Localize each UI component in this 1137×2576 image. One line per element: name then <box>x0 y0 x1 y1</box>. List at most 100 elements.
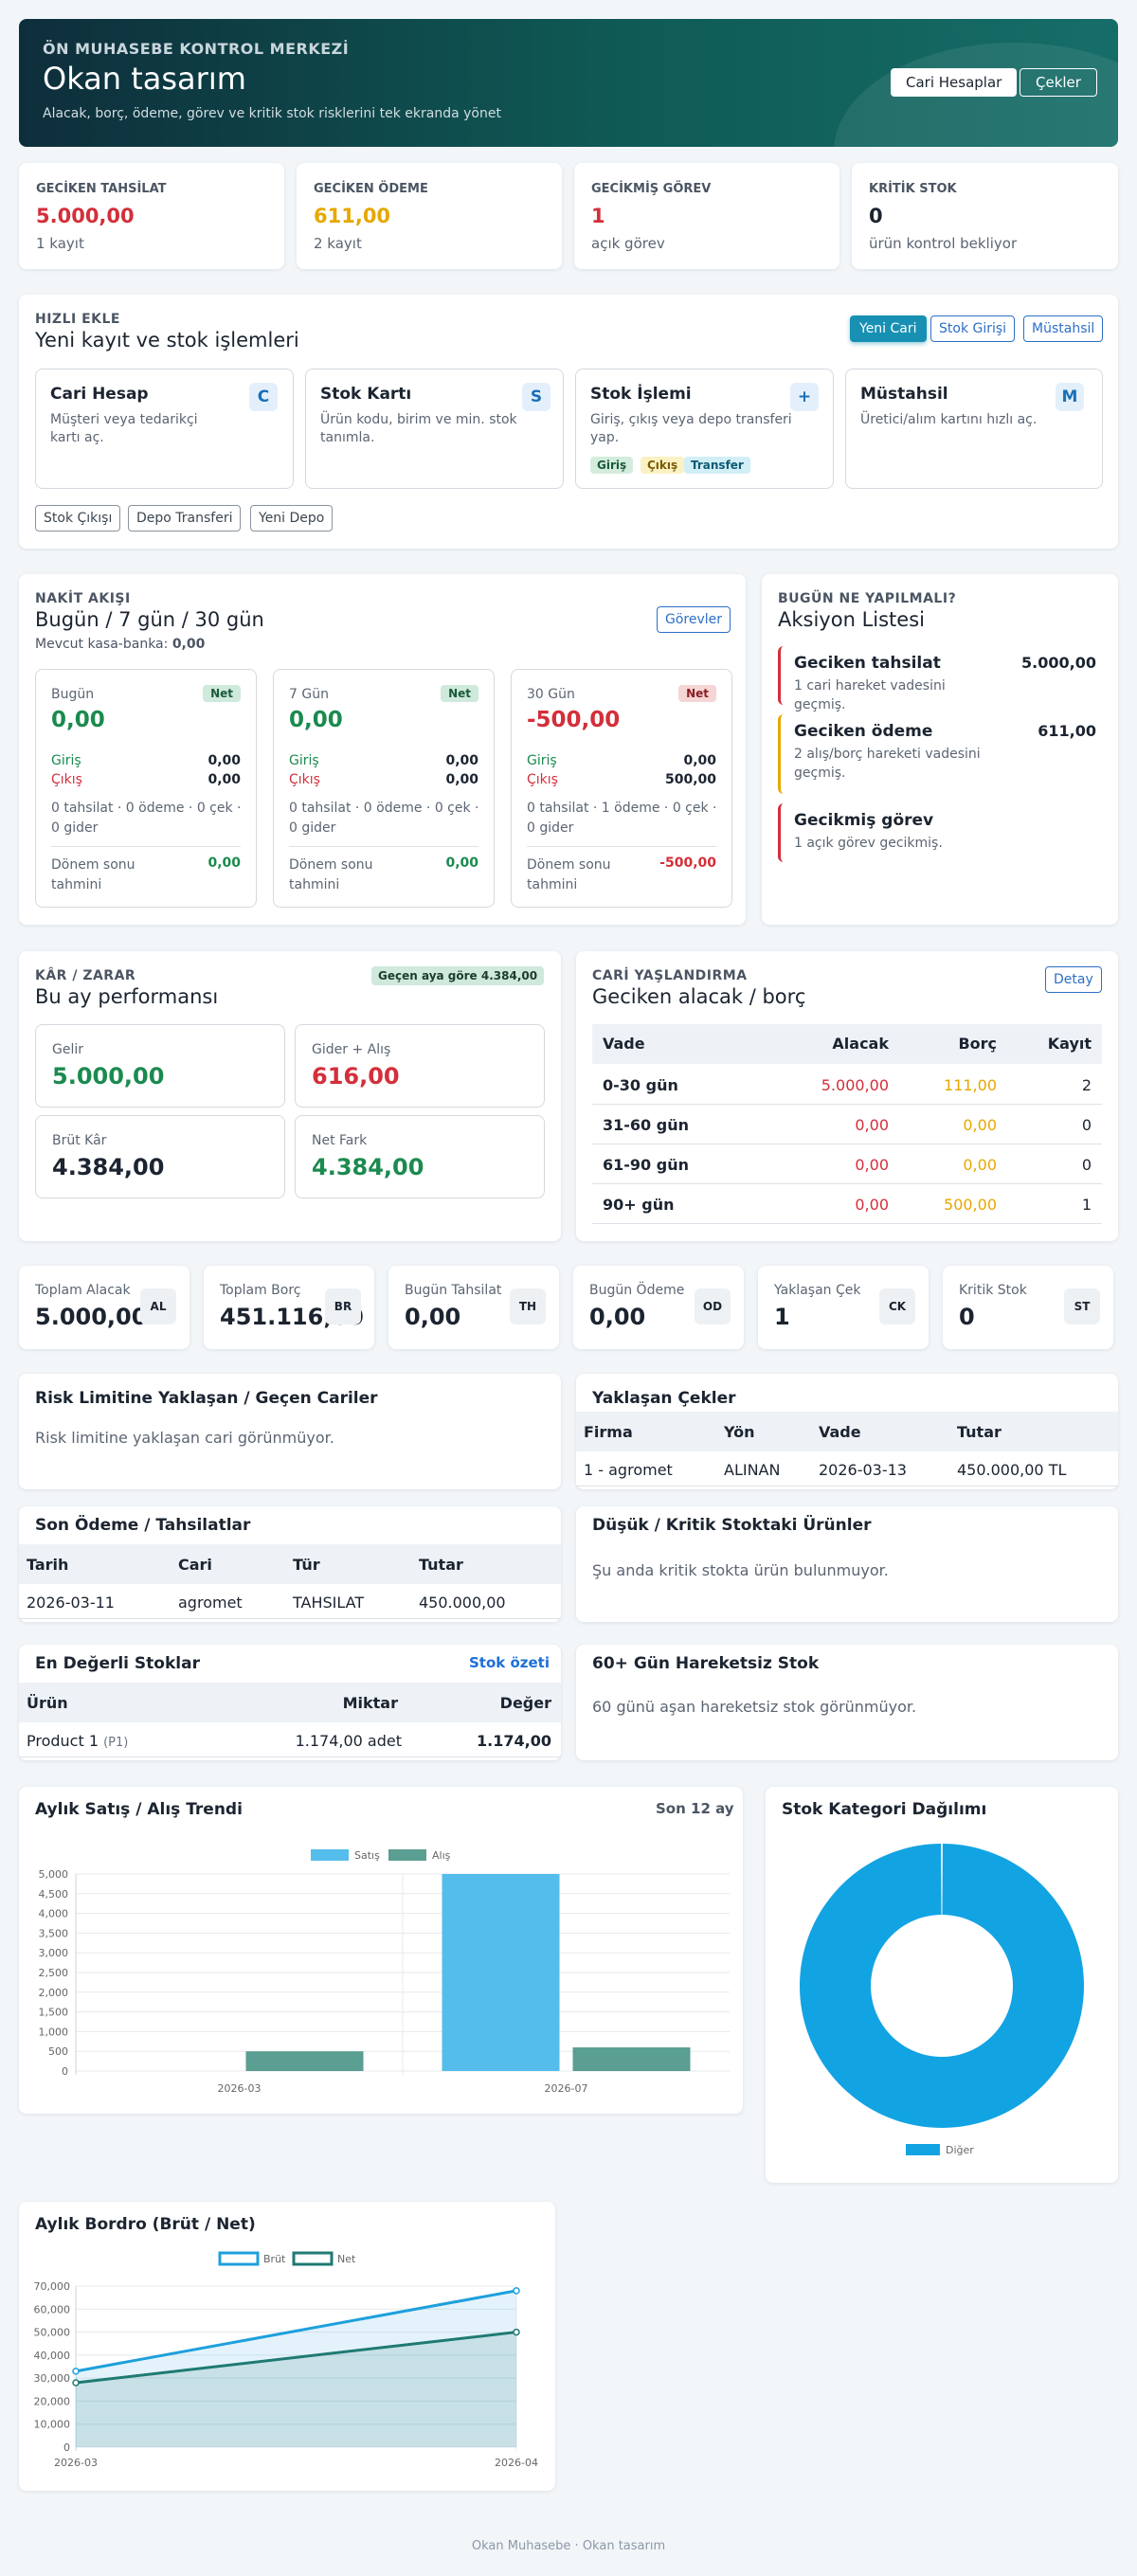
stat-card[interactable]: Kritik Stok 0 ST <box>943 1266 1113 1349</box>
stock-in-button[interactable]: Stok Girişi <box>930 315 1016 342</box>
new-account-button[interactable]: Yeni Cari <box>850 315 927 342</box>
stock-badge-icon: S <box>522 383 550 411</box>
quick-card-account[interactable]: Cari Hesap Müşteri veya tedarikçi kartı … <box>35 369 294 489</box>
period-divider <box>289 846 478 847</box>
y-tick-label: 4,000 <box>39 1908 69 1920</box>
hero-kicker: ÖN MUHASEBE KONTROL MERKEZİ <box>43 40 350 58</box>
point-Brüt <box>72 2368 80 2375</box>
aging-table-header <box>592 1024 1102 1064</box>
action-item[interactable]: Gecikmiş görev 1 açık görev gecikmiş. <box>778 803 1104 862</box>
alert-value: 5.000,00 <box>36 205 135 227</box>
alert-value: 0 <box>869 205 883 227</box>
accounts-button[interactable]: Cari Hesaplar <box>891 68 1018 97</box>
quick-card-desc: Ürün kodu, birim ve min. stok tanımla. <box>320 412 517 445</box>
stat-value: 0 <box>959 1304 975 1330</box>
period-out-value: 0,00 <box>445 772 478 787</box>
plus-icon: + <box>790 383 819 411</box>
stat-card[interactable]: Bugün Tahsilat 0,00 TH <box>388 1266 559 1349</box>
legend-swatch <box>218 2251 260 2266</box>
aging-header-debt: Borç <box>958 1035 997 1053</box>
risk-title: Risk Limitine Yaklaşan / Geçen Cariler <box>35 1389 378 1408</box>
hero-subtitle: Alacak, borç, ödeme, görev ve kritik sto… <box>43 106 501 121</box>
period-detail: 0 tahsilat · 0 ödeme · 0 çek · 0 gider <box>51 801 242 836</box>
quick-card-stock-operation[interactable]: Stok İşlemi Giriş, çıkış veya depo trans… <box>575 369 834 489</box>
stat-label: Toplam Alacak <box>35 1283 131 1298</box>
stat-card[interactable]: Yaklaşan Çek 1 CK <box>758 1266 929 1349</box>
y-tick-label: 4,500 <box>39 1888 69 1900</box>
period-out-label: Çıkış <box>289 772 320 787</box>
depot-transfer-button[interactable]: Depo Transferi <box>128 505 242 531</box>
y-tick-label: 500 <box>48 2045 68 2058</box>
cash-balance: Mevcut kasa-banka: 0,00 <box>35 637 205 652</box>
y-tick-label: 70,000 <box>34 2280 71 2293</box>
detail-button[interactable]: Detay <box>1045 966 1102 993</box>
low-stock-title: Düşük / Kritik Stoktaki Ürünler <box>592 1516 872 1535</box>
y-tick-label: 1,500 <box>39 2007 69 2019</box>
aging-row-debt: 111,00 <box>944 1076 997 1094</box>
alert-card-critical-stock[interactable]: KRİTİK STOK 0 ürün kontrol bekliyor <box>852 163 1118 269</box>
action-item[interactable]: Geciken tahsilat 1 cari hareket vadesini … <box>778 646 1104 712</box>
aging-row-label: 61-90 gün <box>603 1156 689 1174</box>
pnl-title: Bu ay performansı <box>35 985 219 1008</box>
stock-summary-link[interactable]: Stok özeti <box>469 1654 550 1671</box>
stat-code-icon: TH <box>510 1288 546 1324</box>
check-row-firm[interactable]: 1 - agromet <box>584 1461 673 1479</box>
y-tick-label: 10,000 <box>34 2419 71 2431</box>
checks-button[interactable]: Çekler <box>1020 68 1097 97</box>
producer-button[interactable]: Müstahsil <box>1023 315 1104 342</box>
stat-card[interactable]: Toplam Borç 451.116,00 BR <box>204 1266 374 1349</box>
idle-stock-panel: 60+ Gün Hareketsiz Stok 60 günü aşan har… <box>576 1645 1118 1760</box>
period-name: Bugün <box>51 687 95 702</box>
y-tick-label: 5,000 <box>39 1868 69 1881</box>
checks-header-firm: Firma <box>584 1423 633 1441</box>
x-tick-label: 2026-03 <box>54 2457 98 2469</box>
cash-period-card: 7 Gün Net 0,00 Giriş 0,00 Çıkış 0,00 0 tahsilat… <box>273 669 495 908</box>
aging-row-divider <box>592 1104 1102 1105</box>
payment-row-account[interactable]: agromet <box>178 1594 243 1612</box>
alert-card-overdue-task[interactable]: GECİKMİŞ GÖREV 1 açık görev <box>574 163 839 269</box>
stat-card[interactable]: Bugün Ödeme 0,00 OD <box>573 1266 744 1349</box>
action-title: Gecikmiş görev <box>794 811 934 830</box>
quick-card-title: Stok Kartı <box>320 385 412 404</box>
valuable-row-product[interactable]: Product 1 (P1) <box>27 1732 128 1750</box>
quick-card-desc: Üretici/alım kartını hızlı aç. <box>860 412 1038 427</box>
quick-card-stock[interactable]: Stok Kartı Ürün kodu, birim ve min. stok… <box>305 369 564 489</box>
action-item[interactable]: Geciken ödeme 2 alış/borç hareketi vadesi… <box>778 714 1104 794</box>
stock-out-button[interactable]: Stok Çıkışı <box>35 505 121 531</box>
legend-swatch <box>292 2251 334 2266</box>
point-Net <box>513 2328 520 2336</box>
bar-Satış <box>442 1874 560 2071</box>
valuable-row-code: (P1) <box>103 1736 129 1750</box>
area-Brüt <box>76 2290 516 2447</box>
stat-value: 1 <box>774 1304 790 1330</box>
payment-row-date: 2026-03-11 <box>27 1594 115 1612</box>
trend-chart: Satış Alış 0 500 1,000 1,500 2,000 2,500 3,000 3,… <box>39 1849 730 2095</box>
legend-label: Alış <box>432 1849 451 1862</box>
payments-panel: Son Ödeme / Tahsilatlar Tarih Cari Tür T… <box>19 1506 561 1622</box>
alert-card-overdue-collection[interactable]: GECİKEN TAHSİLAT 5.000,00 1 kayıt <box>19 163 284 269</box>
actions-kicker: BUGÜN NE YAPILMALI? <box>778 591 957 606</box>
period-out-value: 500,00 <box>664 772 716 787</box>
pie-slice-Diğer <box>800 1844 1084 2128</box>
aging-row-count: 0 <box>1081 1156 1092 1174</box>
y-tick-label: 60,000 <box>34 2303 71 2315</box>
forecast-label: Dönem sonu tahmini <box>51 857 135 892</box>
new-depot-button[interactable]: Yeni Depo <box>250 505 334 531</box>
aging-row-receivable: 0,00 <box>855 1116 889 1134</box>
period-divider <box>51 846 241 847</box>
aging-row-divider <box>592 1223 1102 1224</box>
aging-row-label: 0-30 gün <box>603 1076 678 1094</box>
aging-row-debt: 500,00 <box>944 1196 997 1214</box>
tasks-button[interactable]: Görevler <box>657 606 731 633</box>
stat-card[interactable]: Toplam Alacak 5.000,00 AL <box>19 1266 190 1349</box>
category-chart: Diğer <box>800 1844 1084 2156</box>
quick-card-producer[interactable]: Müstahsil Üretici/alım kartını hızlı aç.… <box>845 369 1103 489</box>
stat-label: Kritik Stok <box>959 1283 1027 1298</box>
check-row-amount: 450.000,00 TL <box>957 1461 1067 1479</box>
valuable-row-divider <box>19 1756 561 1757</box>
period-in-label: Giriş <box>51 753 81 768</box>
payments-row-divider <box>19 1618 561 1619</box>
alert-card-overdue-payment[interactable]: GECİKEN ÖDEME 611,00 2 kayıt <box>297 163 562 269</box>
aging-panel: CARİ YAŞLANDIRMA Geciken alacak / borç D… <box>576 951 1118 1241</box>
stat-code-icon: CK <box>879 1288 915 1324</box>
